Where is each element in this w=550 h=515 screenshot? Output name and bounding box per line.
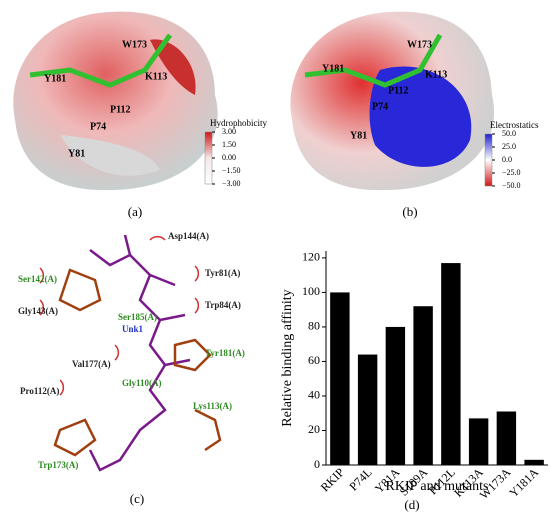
residue-label: W173	[407, 39, 432, 50]
labels-c: Asp144(A) Ser142(A) Tyr81(A) Trp84(A) Gl…	[18, 231, 245, 470]
bar	[496, 411, 517, 465]
colorbar-title: Hydrophobicity	[210, 118, 267, 128]
bar	[385, 326, 406, 465]
residue-label: Gly143(A)	[18, 306, 58, 316]
residue-label: Y181	[44, 73, 66, 84]
residue-label: P112	[388, 85, 409, 96]
y-tick-label: 100	[302, 284, 320, 298]
bar	[524, 459, 544, 465]
bar	[413, 306, 433, 465]
bar	[330, 292, 350, 465]
residue-label: Gly110(A)	[122, 378, 162, 388]
colorbar-tick-label: 3.00	[222, 127, 236, 136]
y-tick-label: 60	[308, 353, 320, 367]
residue-label: W173	[122, 39, 147, 50]
y-tick-label: 20	[308, 422, 320, 436]
residue-label: K113	[425, 69, 447, 80]
bar	[441, 263, 461, 465]
residue-label: Y81	[68, 148, 85, 159]
residue-label: Tyr81(A)	[205, 268, 240, 278]
colorbar-tick-label: −3.00	[222, 179, 241, 188]
residue-label: Pro112(A)	[20, 386, 59, 396]
surface-a	[13, 11, 218, 191]
colorbar-title: Electrostatics	[490, 120, 539, 130]
residue-label: Ser185(A)	[118, 312, 157, 322]
y-axis-label: Relative binding affinity	[280, 289, 295, 426]
residue-label: Ser142(A)	[18, 274, 57, 284]
colorbar-tick-label: 1.50	[222, 140, 236, 149]
residue-label: Tyr181(A)	[205, 348, 245, 358]
colorbar	[204, 131, 213, 185]
x-tick-label: RKIP	[318, 465, 347, 494]
residue-label: Y181	[322, 63, 344, 74]
residue-label: Y81	[350, 130, 367, 141]
residue-label: Unk1	[122, 324, 144, 334]
residue-label: Trp173(A)	[38, 460, 78, 470]
x-axis-label: RKIP and mutants	[386, 479, 489, 494]
colorbar-tick-label: −50.0	[502, 181, 521, 190]
y-tick-label: 80	[308, 319, 320, 333]
x-tick-label: P74L	[346, 465, 374, 493]
surface-b	[290, 11, 495, 191]
colorbar-tick-label: 25.0	[502, 142, 516, 151]
bar	[468, 418, 489, 465]
residue-label: P112	[110, 104, 131, 115]
colorbar-tick-label: −1.50	[222, 166, 241, 175]
y-tick-label: 0	[314, 457, 320, 471]
y-tick-label: 40	[308, 388, 320, 402]
colorbar-tick-label: 0.00	[222, 153, 236, 162]
caption: (b)	[402, 204, 417, 219]
y-tick-label: 120	[302, 250, 320, 264]
residue-label: Lys113(A)	[193, 401, 232, 411]
caption: (a)	[128, 204, 142, 219]
residue-label: P74	[90, 121, 106, 132]
residue-label: Asp144(A)	[168, 231, 209, 241]
ligplot-arcs	[39, 235, 200, 396]
residue-label: Trp84(A)	[205, 300, 241, 310]
x-tick-label: Y181A	[506, 465, 541, 500]
ligplot	[53, 234, 222, 472]
colorbar	[484, 133, 493, 187]
colorbar-tick-label: 0.0	[502, 155, 512, 164]
colorbar-tick-label: 50.0	[502, 129, 516, 138]
labels-a: W173 K113 Y181 P112 P74 Y81 W173 Y181 K1…	[44, 39, 447, 159]
residue-label: K113	[145, 71, 167, 82]
colorbar-tick-label: −25.0	[502, 168, 521, 177]
bar	[357, 354, 378, 465]
caption: (d)	[404, 497, 419, 512]
caption: (c)	[130, 491, 144, 506]
residue-label: P74	[372, 101, 388, 112]
residue-label: Val177(A)	[72, 359, 111, 369]
